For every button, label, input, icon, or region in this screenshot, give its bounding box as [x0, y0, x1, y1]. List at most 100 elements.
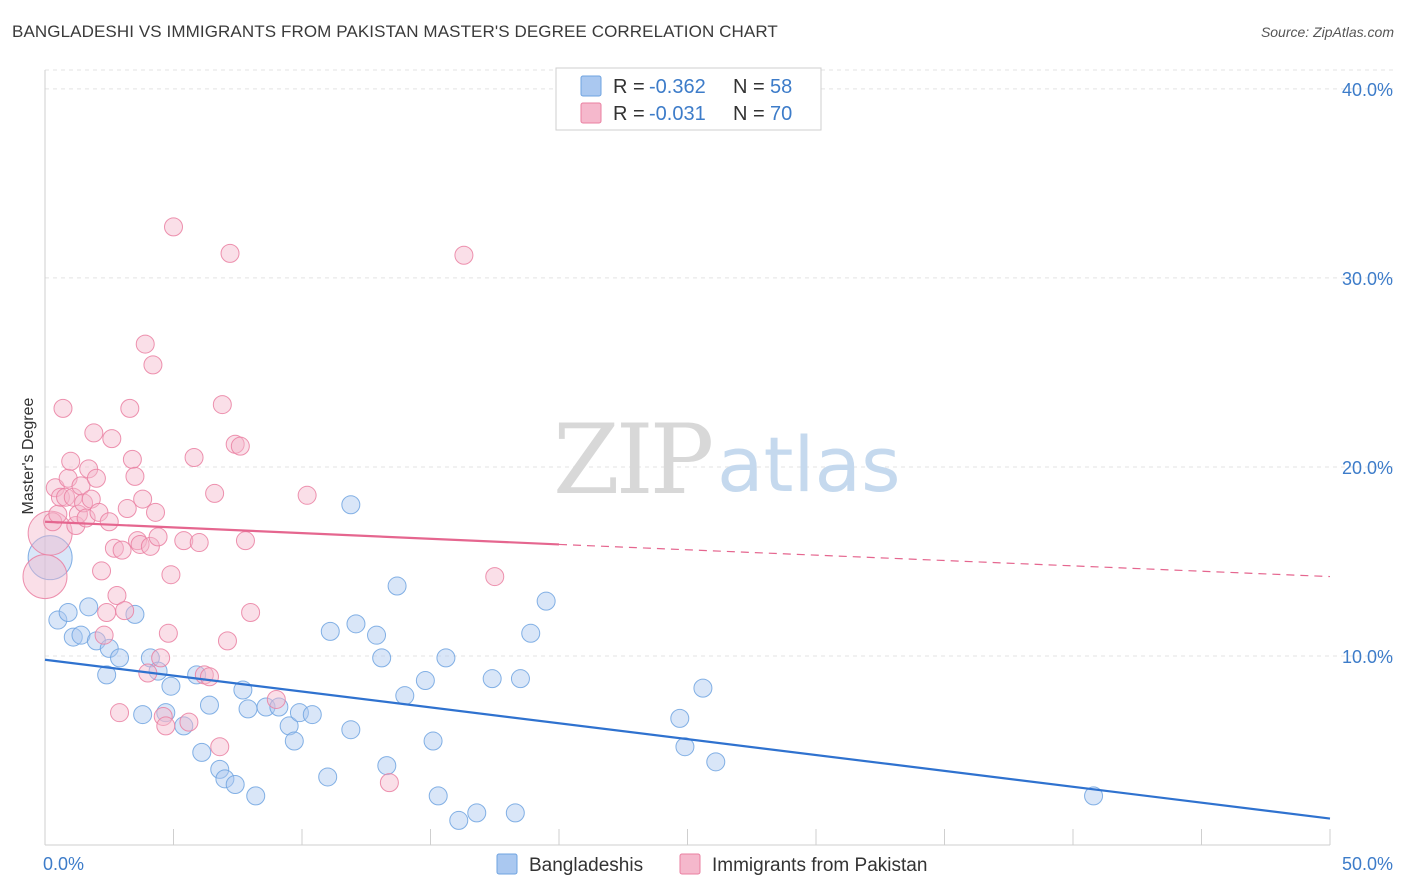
point-pakistan	[210, 737, 230, 757]
point-pakistan	[220, 243, 240, 263]
y-tick-label: 20.0%	[1342, 458, 1393, 478]
point-pakistan	[97, 603, 117, 622]
y-tick-labels: 10.0% 20.0% 30.0% 40.0%	[1342, 80, 1393, 667]
point-bangladeshis	[367, 625, 387, 645]
point-pakistan	[125, 466, 145, 486]
point-pakistan	[117, 499, 137, 519]
point-bangladeshis	[156, 703, 176, 723]
point-pakistan	[66, 516, 86, 536]
legend-n-value: 70	[770, 103, 792, 125]
legend-r-label: R =	[613, 103, 645, 125]
point-pakistan	[212, 395, 232, 415]
point-pakistan	[112, 540, 132, 560]
trend-line-bangladeshis	[44, 658, 1331, 820]
point-pakistan	[161, 565, 181, 585]
point-bangladeshis	[63, 627, 83, 647]
point-pakistan	[189, 533, 209, 553]
y-axis-label: Master's Degree	[20, 397, 37, 514]
point-bangladeshis	[279, 716, 299, 736]
point-bangladeshis	[79, 597, 99, 617]
axes	[44, 70, 1331, 846]
point-pakistan	[128, 531, 148, 551]
point-pakistan	[148, 527, 168, 547]
point-pakistan	[133, 489, 153, 509]
point-pakistan	[110, 703, 130, 723]
point-bangladeshis	[1084, 786, 1104, 806]
data-points	[22, 217, 1104, 830]
legend: R = -0.362 N = 58 R = -0.031 N = 70	[555, 67, 822, 131]
point-pakistan	[53, 398, 73, 418]
legend-n-value: 58	[770, 76, 792, 98]
point-pakistan	[184, 448, 204, 467]
point-bangladeshis	[238, 699, 258, 719]
chart-source: Source: ZipAtlas.com	[1260, 24, 1394, 40]
point-bangladeshis	[510, 669, 530, 689]
point-pakistan	[199, 667, 219, 687]
point-pakistan	[71, 476, 91, 496]
point-pakistan	[158, 623, 178, 643]
point-pakistan	[120, 398, 140, 418]
point-bangladeshis	[505, 803, 525, 823]
point-pakistan	[92, 561, 112, 581]
watermark-zip: ZIP	[553, 404, 712, 516]
bottom-legend: Bangladeshis Immigrants from Pakistan	[496, 853, 927, 876]
point-pakistan	[151, 648, 171, 668]
watermark-atlas: atlas	[717, 420, 901, 509]
point-bangladeshis	[436, 648, 456, 668]
point-bangladeshis	[341, 720, 361, 740]
point-bangladeshis	[423, 731, 443, 751]
point-pakistan	[174, 531, 194, 551]
legend-swatch-pakistan	[580, 102, 602, 124]
point-bangladeshis	[415, 671, 435, 691]
point-pakistan	[135, 334, 155, 354]
x-tick-label: 0.0%	[43, 854, 84, 874]
point-pakistan	[230, 436, 250, 456]
point-pakistan	[140, 536, 160, 556]
point-pakistan	[107, 585, 127, 605]
point-pakistan	[146, 502, 166, 522]
point-bangladeshis	[387, 576, 407, 596]
point-bangladeshis	[372, 648, 392, 668]
point-pakistan	[164, 217, 183, 237]
point-bangladeshis	[536, 591, 556, 611]
point-bangladeshis	[675, 737, 695, 757]
point-bangladeshis	[48, 610, 68, 630]
point-pakistan	[56, 487, 76, 507]
point-bangladeshis	[693, 678, 713, 698]
watermark: ZIP atlas	[553, 404, 901, 516]
y-tick-label: 40.0%	[1342, 80, 1393, 100]
point-bangladeshis	[199, 695, 219, 715]
y-tick-label: 30.0%	[1342, 269, 1393, 289]
x-tick-labels: 0.0% 50.0%	[43, 854, 1393, 874]
legend-swatch-bangladeshis	[580, 75, 602, 97]
point-pakistan	[89, 502, 109, 522]
point-bangladeshis	[210, 759, 230, 779]
trend-line-pakistan-extension	[558, 543, 1331, 578]
point-bangladeshis	[377, 756, 397, 776]
point-bangladeshis	[246, 786, 266, 806]
point-bangladeshis	[346, 614, 366, 634]
point-pakistan	[143, 355, 163, 375]
point-pakistan	[48, 504, 68, 524]
point-bangladeshis	[58, 603, 78, 622]
x-tick-label: 50.0%	[1342, 854, 1393, 874]
point-bangladeshis	[110, 648, 130, 668]
point-bangladeshis	[706, 752, 726, 772]
point-bangladeshis	[670, 708, 690, 728]
legend-r-label: R =	[613, 76, 645, 98]
point-pakistan	[266, 689, 286, 709]
bottom-legend-label-pakistan: Immigrants from Pakistan	[712, 855, 927, 876]
point-pakistan	[241, 603, 261, 622]
legend-r-value: -0.362	[649, 76, 706, 98]
point-pakistan	[235, 531, 255, 551]
point-bangladeshis	[133, 705, 153, 725]
point-pakistan	[454, 245, 474, 265]
point-pakistan	[122, 449, 142, 469]
trend-line-pakistan	[44, 520, 560, 546]
legend-n-label: N =	[733, 103, 765, 125]
point-pakistan	[379, 773, 399, 793]
point-bangladeshis	[482, 669, 502, 689]
point-bangladeshis	[428, 786, 448, 806]
point-bangladeshis	[521, 623, 541, 643]
